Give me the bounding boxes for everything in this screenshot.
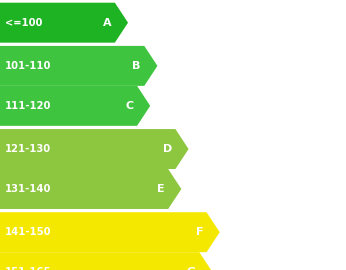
- Text: 151-165: 151-165: [5, 267, 52, 270]
- Text: F: F: [195, 227, 203, 237]
- Text: 141-150: 141-150: [5, 227, 52, 237]
- Polygon shape: [0, 252, 212, 270]
- Text: <=100: <=100: [5, 18, 43, 28]
- Text: D: D: [163, 144, 172, 154]
- Text: C: C: [126, 101, 134, 111]
- Polygon shape: [0, 3, 128, 43]
- Polygon shape: [0, 169, 181, 209]
- Text: 101-110: 101-110: [5, 61, 52, 71]
- Polygon shape: [0, 212, 220, 252]
- Polygon shape: [0, 46, 157, 86]
- Text: G: G: [187, 267, 196, 270]
- Text: 121-130: 121-130: [5, 144, 51, 154]
- Polygon shape: [0, 129, 189, 169]
- Text: 111-120: 111-120: [5, 101, 52, 111]
- Text: 131-140: 131-140: [5, 184, 52, 194]
- Polygon shape: [0, 86, 150, 126]
- Text: A: A: [103, 18, 111, 28]
- Text: E: E: [157, 184, 165, 194]
- Text: B: B: [133, 61, 141, 71]
